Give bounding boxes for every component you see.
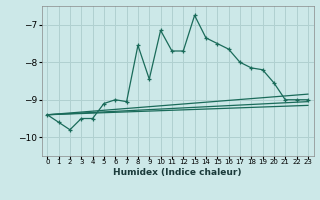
- X-axis label: Humidex (Indice chaleur): Humidex (Indice chaleur): [113, 168, 242, 177]
